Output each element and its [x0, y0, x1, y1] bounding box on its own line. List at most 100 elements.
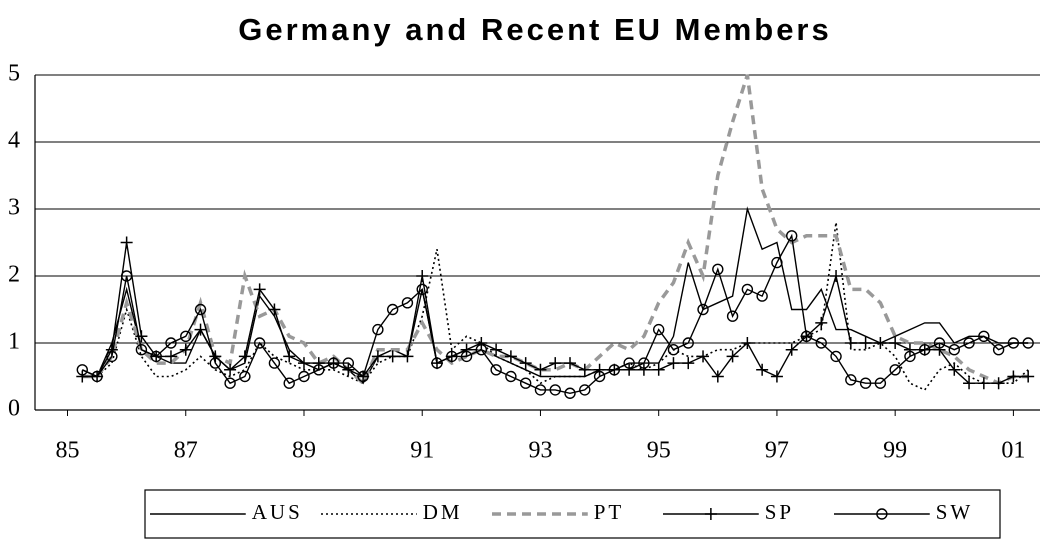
- x-tick-label: 95: [647, 438, 671, 464]
- legend-box: [144, 489, 1001, 539]
- point-marker: [401, 350, 414, 363]
- point-marker: [209, 350, 222, 363]
- point-marker: [371, 350, 384, 363]
- point-marker: [992, 377, 1005, 390]
- point-marker: [682, 337, 694, 349]
- point-marker: [756, 290, 768, 302]
- point-marker: [268, 357, 281, 369]
- legend-label: DM: [423, 500, 463, 524]
- point-marker: [682, 357, 695, 370]
- point-marker: [652, 323, 665, 336]
- point-marker: [164, 350, 177, 363]
- point-marker: [756, 363, 769, 376]
- point-marker: [564, 387, 576, 399]
- chart-title: Germany and Recent EU Members: [238, 12, 832, 47]
- point-marker: [268, 303, 281, 316]
- point-marker: [933, 337, 946, 349]
- point-marker: [135, 344, 148, 356]
- x-tick-label: 01: [1001, 438, 1025, 464]
- point-marker: [726, 310, 739, 322]
- legend-label: PT: [594, 500, 625, 524]
- point-marker: [238, 350, 251, 363]
- point-marker: [771, 256, 783, 269]
- point-marker: [120, 270, 133, 282]
- point-marker: [608, 364, 621, 376]
- point-marker: [830, 270, 843, 282]
- point-marker: [859, 337, 872, 349]
- point-marker: [874, 337, 887, 349]
- point-marker: [297, 357, 310, 370]
- point-marker: [948, 363, 961, 376]
- y-tick-label: 3: [8, 195, 20, 221]
- point-marker: [283, 377, 295, 389]
- point-marker: [785, 343, 798, 356]
- point-marker: [593, 370, 606, 383]
- point-marker: [1007, 370, 1020, 383]
- point-marker: [933, 343, 946, 356]
- point-marker: [372, 323, 384, 336]
- point-marker: [534, 384, 547, 396]
- x-tick-label: 89: [292, 438, 316, 464]
- point-marker: [667, 357, 680, 370]
- point-marker: [298, 370, 310, 383]
- point-marker: [446, 350, 458, 363]
- point-marker: [401, 297, 414, 309]
- point-marker: [283, 350, 296, 363]
- x-tick-label: 97: [765, 438, 789, 464]
- point-marker: [490, 343, 503, 356]
- point-marker: [357, 370, 369, 383]
- point-marker: [1022, 337, 1034, 349]
- point-marker: [1022, 370, 1035, 383]
- point-marker: [91, 370, 103, 383]
- point-marker: [519, 377, 532, 389]
- point-marker: [209, 357, 222, 369]
- point-marker: [741, 283, 754, 296]
- point-marker: [431, 357, 443, 369]
- point-marker: [992, 344, 1005, 356]
- point-marker: [859, 377, 872, 389]
- point-marker: [667, 344, 680, 356]
- point-marker: [239, 370, 251, 383]
- point-marker: [874, 377, 887, 389]
- point-marker: [519, 357, 532, 370]
- point-marker: [106, 350, 118, 363]
- legend-label: SP: [765, 500, 794, 524]
- legend-label: SW: [936, 500, 974, 524]
- point-marker: [593, 363, 606, 376]
- point-marker: [327, 357, 340, 369]
- point-marker: [963, 337, 975, 349]
- point-marker: [549, 357, 562, 370]
- series-line: [82, 222, 1029, 391]
- point-marker: [889, 337, 902, 349]
- point-marker: [830, 350, 842, 363]
- series-line: [82, 206, 1029, 385]
- point-marker: [623, 363, 636, 376]
- point-marker: [342, 357, 355, 369]
- x-tick-label: 85: [56, 438, 80, 464]
- point-marker: [652, 363, 665, 376]
- point-marker: [637, 363, 650, 376]
- point-marker: [460, 343, 473, 356]
- point-marker: [1007, 337, 1020, 349]
- point-marker: [726, 350, 739, 363]
- y-tick-label: 1: [8, 329, 20, 355]
- point-marker: [564, 357, 577, 370]
- point-marker: [549, 384, 561, 396]
- point-marker: [845, 374, 857, 386]
- point-marker: [120, 236, 133, 249]
- point-marker: [919, 344, 931, 356]
- point-marker: [977, 377, 990, 390]
- x-tick-label: 99: [883, 438, 907, 464]
- point-marker: [76, 370, 89, 383]
- point-marker: [786, 230, 798, 242]
- point-marker: [844, 337, 857, 349]
- point-marker: [800, 330, 813, 342]
- point-marker: [342, 363, 355, 376]
- y-tick-label: 4: [8, 128, 20, 154]
- point-marker: [711, 370, 724, 383]
- point-marker: [704, 508, 717, 520]
- point-marker: [312, 357, 325, 370]
- point-marker: [889, 364, 901, 376]
- point-marker: [978, 330, 990, 342]
